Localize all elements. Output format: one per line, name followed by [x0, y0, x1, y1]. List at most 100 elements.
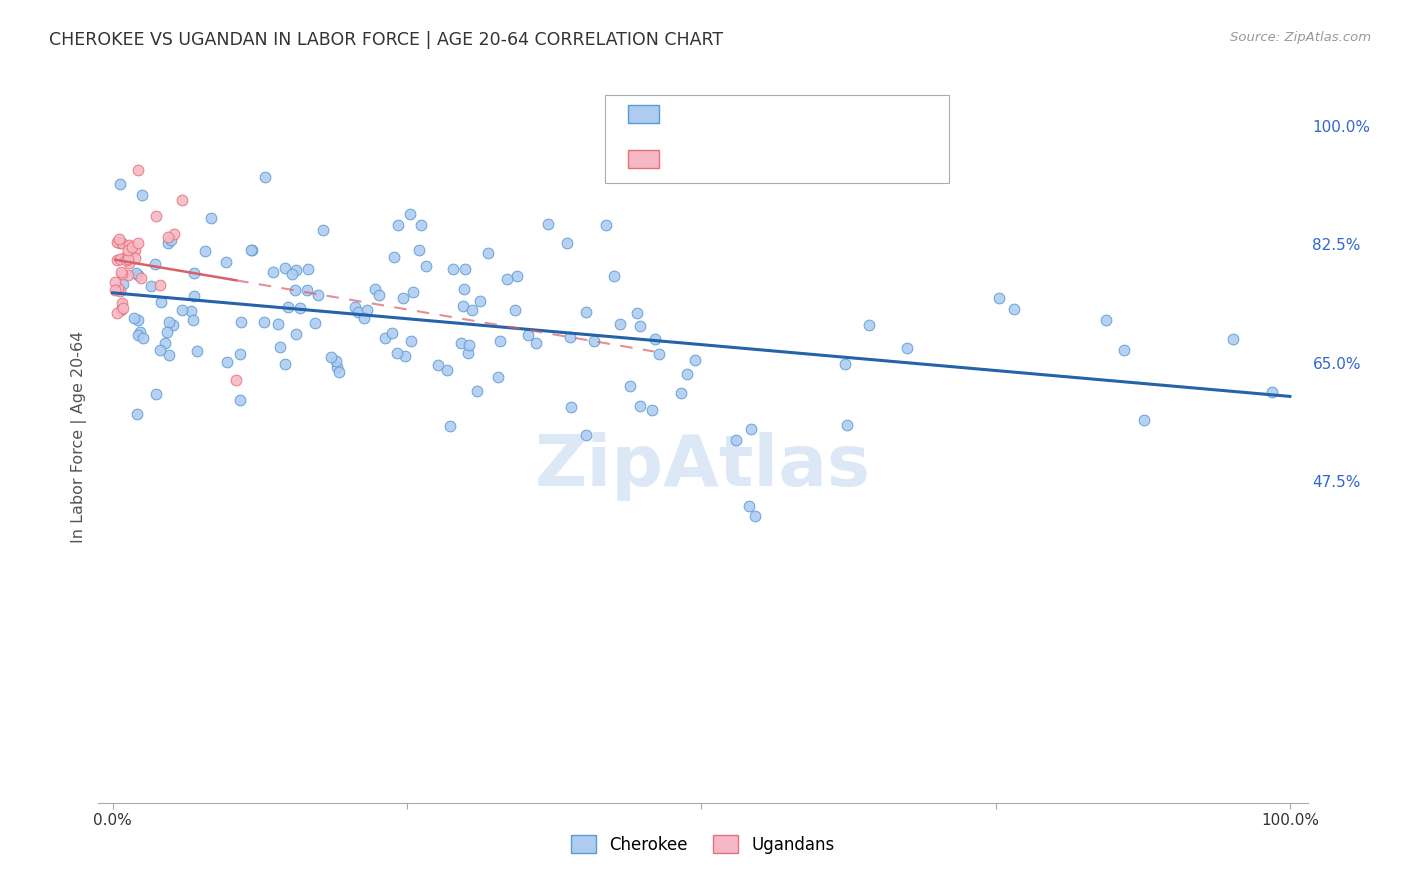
Point: [127, 312, 149, 326]
Point: [367, 287, 389, 301]
Point: [114, 250, 136, 264]
Point: [374, 331, 396, 345]
Point: [215, 355, 238, 369]
Point: [457, 346, 479, 360]
Point: [108, 252, 131, 266]
Point: [304, 317, 326, 331]
Point: [1222, 332, 1244, 346]
Point: [181, 312, 204, 326]
Point: [156, 326, 179, 340]
Point: [297, 262, 319, 277]
Point: [295, 283, 318, 297]
Point: [117, 243, 139, 257]
Point: [465, 384, 488, 398]
Point: [725, 433, 748, 447]
Point: [157, 235, 180, 250]
Point: [180, 304, 202, 318]
Point: [274, 357, 297, 371]
Point: [1114, 343, 1136, 357]
Point: [343, 301, 366, 315]
Point: [987, 291, 1010, 305]
Point: [381, 326, 404, 340]
Point: [1133, 413, 1156, 427]
Point: [107, 280, 129, 294]
Point: [131, 331, 153, 345]
Point: [626, 306, 648, 320]
Point: [319, 351, 342, 365]
Point: [121, 240, 143, 254]
Point: [108, 177, 131, 191]
Point: [110, 302, 132, 317]
Point: [461, 303, 484, 318]
Y-axis label: In Labor Force | Age 20-64: In Labor Force | Age 20-64: [72, 331, 87, 543]
Point: [392, 291, 415, 305]
Point: [107, 235, 129, 250]
Point: [676, 368, 699, 382]
Point: [648, 347, 671, 361]
Point: [285, 262, 308, 277]
Point: [325, 359, 347, 374]
Text: ZipAtlas: ZipAtlas: [536, 432, 870, 500]
Point: [122, 310, 145, 325]
Text: R =  -0.385   N = 136: R = -0.385 N = 136: [671, 107, 855, 122]
Point: [555, 236, 578, 251]
Point: [477, 245, 499, 260]
Point: [150, 295, 173, 310]
Point: [439, 418, 461, 433]
Point: [560, 401, 582, 415]
Point: [356, 302, 378, 317]
Point: [194, 244, 217, 258]
Point: [399, 334, 422, 348]
Point: [127, 268, 149, 283]
Point: [269, 340, 291, 354]
Point: [858, 318, 880, 333]
Point: [105, 252, 128, 267]
Text: CHEROKEE VS UGANDAN IN LABOR FORCE | AGE 20-64 CORRELATION CHART: CHEROKEE VS UGANDAN IN LABOR FORCE | AGE…: [49, 31, 723, 49]
Point: [253, 315, 276, 329]
Point: [738, 499, 761, 513]
Point: [170, 303, 193, 318]
Point: [486, 370, 509, 384]
Point: [409, 219, 432, 233]
Point: [229, 315, 252, 329]
Point: [145, 210, 167, 224]
Point: [325, 354, 347, 368]
Point: [139, 278, 162, 293]
Point: [239, 243, 262, 257]
Point: [129, 326, 152, 340]
Point: [402, 285, 425, 300]
Point: [628, 318, 651, 333]
Point: [163, 227, 186, 241]
Point: [214, 255, 236, 269]
Point: [441, 261, 464, 276]
Point: [127, 236, 149, 251]
Point: [1261, 384, 1284, 399]
Point: [156, 230, 179, 244]
Point: [281, 267, 304, 281]
Point: [228, 392, 250, 407]
Point: [284, 326, 307, 341]
Point: [160, 233, 183, 247]
Point: [834, 357, 856, 371]
Point: [506, 269, 529, 284]
Point: [450, 336, 472, 351]
Point: [183, 289, 205, 303]
Point: [575, 428, 598, 442]
Point: [108, 284, 131, 298]
Point: [274, 261, 297, 276]
Point: [157, 315, 180, 329]
Text: R =  0.310   N =  36: R = 0.310 N = 36: [671, 152, 845, 167]
Point: [127, 162, 149, 177]
Point: [277, 300, 299, 314]
Point: [526, 335, 548, 350]
Point: [453, 262, 475, 277]
Point: [537, 217, 560, 231]
Point: [595, 218, 617, 232]
Point: [312, 223, 335, 237]
Point: [228, 347, 250, 361]
Point: [609, 317, 631, 331]
Point: [145, 387, 167, 401]
Point: [740, 422, 762, 436]
Point: [186, 344, 208, 359]
Point: [124, 251, 146, 265]
